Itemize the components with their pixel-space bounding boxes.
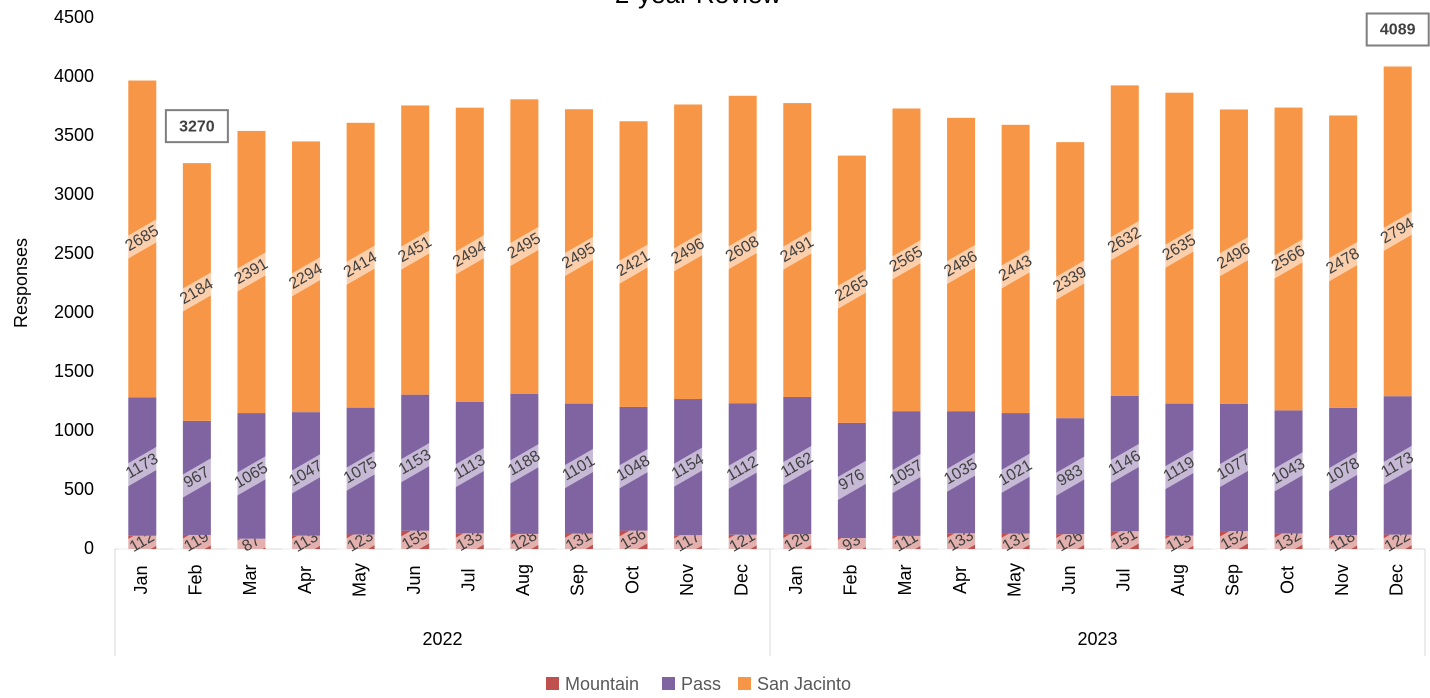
data-label-band	[444, 446, 496, 489]
data-label-band	[771, 444, 824, 487]
data-label-band	[1044, 455, 1096, 497]
x-tick-label: Jul	[1114, 568, 1134, 591]
data-label-band	[826, 459, 878, 502]
y-tick-label: 1000	[54, 420, 94, 440]
y-tick-label: 3500	[54, 125, 94, 145]
x-tick-label: Dec	[731, 564, 751, 596]
data-label-band	[1371, 444, 1424, 487]
x-tick-label: Oct	[622, 566, 642, 594]
data-label-band	[662, 446, 714, 488]
data-label-band	[389, 229, 441, 271]
x-tick-label: Aug	[513, 564, 533, 596]
y-tick-label: 4000	[54, 66, 94, 86]
data-label-band	[1044, 259, 1096, 301]
data-label-band	[334, 244, 387, 286]
x-tick-label: Mar	[240, 564, 260, 595]
data-label-band	[989, 248, 1042, 290]
x-tick-label: Jun	[1059, 565, 1079, 594]
total-label: 4089	[1380, 22, 1416, 39]
legend-label: San Jacinto	[757, 674, 851, 694]
y-tick-label: 3000	[54, 184, 94, 204]
data-label-band	[1099, 442, 1151, 485]
data-label-band	[1099, 220, 1151, 262]
y-tick-label: 2500	[54, 243, 94, 263]
y-tick-label: 1500	[54, 361, 94, 381]
data-label-band	[880, 452, 933, 495]
total-callout	[1365, 12, 1430, 47]
x-tick-label: Feb	[186, 564, 206, 595]
x-tick-label: Mar	[895, 564, 915, 595]
data-label-band	[607, 448, 660, 490]
data-label-band	[1371, 210, 1424, 253]
data-label-band	[1262, 238, 1315, 280]
x-tick-label: Sep	[1223, 564, 1243, 596]
data-label-group: 1043	[1262, 451, 1315, 493]
data-label-band	[716, 228, 769, 271]
data-label-band	[880, 239, 933, 281]
data-label-band	[826, 268, 878, 310]
x-tick-label: Apr	[295, 566, 315, 594]
data-label-band	[1262, 451, 1315, 493]
legend-label: Mountain	[565, 674, 639, 694]
y-tick-label: 4500	[54, 7, 94, 27]
x-tick-label: Apr	[950, 566, 970, 594]
total-callout	[164, 109, 229, 144]
data-label-band	[1153, 227, 1206, 269]
x-tick-label: May	[349, 563, 369, 597]
data-label-band	[225, 251, 278, 293]
legend-swatch	[738, 677, 751, 690]
y-tick-label: 2000	[54, 302, 94, 322]
data-label-band	[171, 271, 223, 313]
y-tick-label: 0	[84, 538, 94, 558]
legend-swatch	[662, 677, 675, 690]
data-label-band	[116, 445, 169, 488]
data-label-band	[989, 452, 1042, 494]
data-label-band	[280, 453, 332, 495]
x-tick-label: Nov	[677, 564, 697, 596]
chart-title: 2-year Review	[615, 0, 781, 9]
data-label-band	[444, 234, 496, 276]
data-label-band	[553, 447, 605, 490]
x-tick-label: Dec	[1386, 564, 1406, 596]
x-tick-label: Aug	[1168, 564, 1188, 596]
data-label-band	[935, 243, 987, 286]
x-tick-label: Jan	[131, 565, 151, 594]
total-label: 3270	[179, 118, 215, 135]
data-label-band	[171, 457, 223, 499]
x-tick-label: Jan	[786, 565, 806, 594]
data-label-band	[553, 235, 605, 278]
x-tick-label: Nov	[1332, 564, 1352, 596]
data-label-band	[498, 225, 551, 268]
data-label-group: 2494	[444, 234, 496, 276]
data-label-band	[1208, 236, 1260, 278]
data-label-band	[716, 448, 769, 490]
legend-swatch	[546, 677, 559, 690]
data-label-band	[1153, 448, 1206, 491]
x-tick-label: Oct	[1277, 566, 1297, 594]
data-label-band	[1317, 241, 1369, 283]
y-tick-label: 500	[64, 479, 94, 499]
data-label-band	[1317, 450, 1369, 493]
x-tick-label: Feb	[841, 564, 861, 595]
y-axis-label: Responses	[11, 238, 31, 328]
data-label-band	[334, 450, 387, 492]
data-label-band	[225, 455, 278, 497]
data-label-band	[280, 256, 332, 298]
data-label-band	[116, 218, 169, 260]
group-label: 2023	[1077, 629, 1117, 649]
data-label-band	[771, 229, 824, 271]
x-tick-label: Sep	[568, 564, 588, 596]
data-label-band	[389, 442, 441, 484]
x-tick-label: Jun	[404, 565, 424, 594]
legend-label: Pass	[681, 674, 721, 694]
x-tick-label: May	[1004, 563, 1024, 597]
data-label-band	[498, 443, 551, 485]
x-tick-label: Jul	[459, 568, 479, 591]
data-label-band	[1208, 446, 1260, 489]
data-label-band	[662, 231, 714, 273]
group-label: 2022	[422, 629, 462, 649]
data-label-band	[935, 451, 987, 493]
data-label-band	[607, 243, 660, 285]
